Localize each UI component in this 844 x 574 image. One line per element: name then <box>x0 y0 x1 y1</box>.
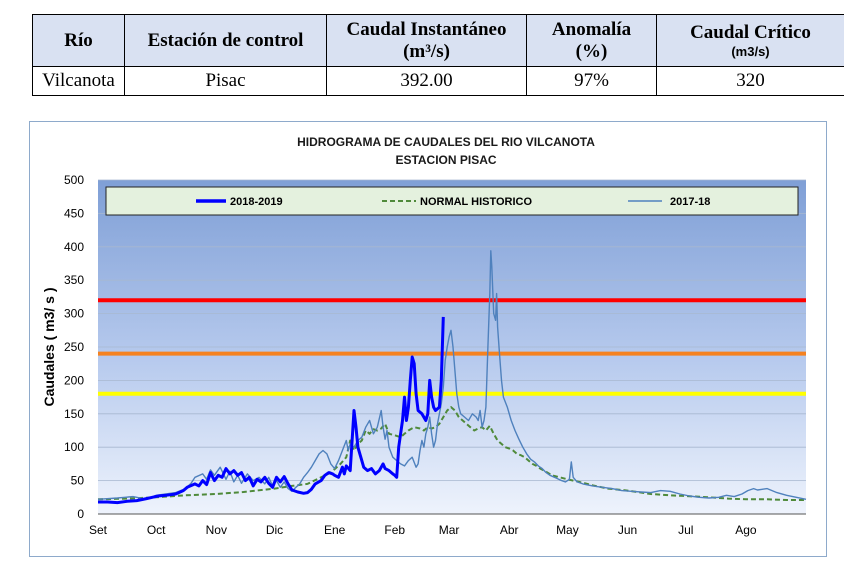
y-tick-labels: 0 50 100 150 200 250 300 350 400 450 500 <box>64 173 84 521</box>
summary-table: Río Estación de control Caudal Instantán… <box>32 14 844 96</box>
x-tick-labels: Set Oct Nov Dic Ene Feb Mar Abr May Jun Jul Ago <box>89 523 757 537</box>
summary-data-row: Vilcanota Pisac 392.00 97% 320 <box>32 66 844 96</box>
y-tick-label: 400 <box>64 240 84 254</box>
x-tick-label: Ene <box>324 523 346 537</box>
series-line-2018-2019 <box>98 316 445 505</box>
y-axis-title: Caudales ( m3/ s ) <box>41 287 57 406</box>
x-tick-label: Nov <box>206 523 227 537</box>
header-estacion-label: Estación de control <box>147 29 304 51</box>
x-tick-label: Jun <box>618 523 637 537</box>
hydrograph-svg: HIDROGRAMA DE CAUDALES DEL RIO VILCANOTA… <box>41 135 807 537</box>
cell-estacion: Pisac <box>124 66 327 96</box>
header-estacion: Estación de control <box>124 14 327 67</box>
y-tick-label: 50 <box>71 474 85 488</box>
x-tick-label: Abr <box>500 523 519 537</box>
y-tick-label: 200 <box>64 373 84 387</box>
x-tick-label: Oct <box>147 523 166 537</box>
cell-rio: Vilcanota <box>32 66 125 96</box>
x-tick-label: Dic <box>266 523 283 537</box>
header-anomalia-line2: (%) <box>575 40 608 62</box>
header-rio: Río <box>32 14 125 67</box>
chart-title: HIDROGRAMA DE CAUDALES DEL RIO VILCANOTA <box>297 135 595 149</box>
y-tick-label: 450 <box>64 206 84 220</box>
x-tick-label: May <box>556 523 579 537</box>
y-tick-label: 300 <box>64 307 84 321</box>
x-tick-label: Jul <box>678 523 693 537</box>
summary-header-row: Río Estación de control Caudal Instantán… <box>32 14 844 67</box>
legend-label-2017-18: 2017-18 <box>670 196 710 208</box>
header-rio-label: Río <box>64 29 93 51</box>
hydrograph-chart: HIDROGRAMA DE CAUDALES DEL RIO VILCANOTA… <box>29 121 827 557</box>
x-tick-label: Mar <box>439 523 460 537</box>
y-tick-label: 500 <box>64 173 84 187</box>
y-tick-label: 100 <box>64 440 84 454</box>
header-caudal-critico: Caudal Crítico (m3/s) <box>656 14 844 67</box>
header-anomalia-line1: Anomalía <box>551 18 632 40</box>
cell-anomalia: 97% <box>526 66 657 96</box>
series-lines <box>97 250 807 505</box>
legend-label-2018-2019: 2018-2019 <box>230 196 283 208</box>
header-caudal-instantaneo: Caudal Instantáneo (m³/s) <box>326 14 527 67</box>
header-caudal-inst-line2: (m³/s) <box>403 40 450 62</box>
y-tick-label: 0 <box>77 507 84 521</box>
y-tick-label: 350 <box>64 273 84 287</box>
header-caudal-inst-line1: Caudal Instantáneo <box>346 18 507 40</box>
y-tick-label: 250 <box>64 340 84 354</box>
chart-legend: 2018-2019 NORMAL HISTORICO 2017-18 <box>105 186 799 216</box>
x-tick-label: Set <box>89 523 108 537</box>
threshold-lines <box>98 298 806 396</box>
x-tick-label: Ago <box>735 523 757 537</box>
header-caudal-crit-line1: Caudal Crítico <box>690 21 811 43</box>
cell-caudal-instantaneo: 392.00 <box>326 66 527 96</box>
header-caudal-crit-line2: (m3/s) <box>731 43 770 59</box>
chart-subtitle: ESTACION PISAC <box>395 153 496 167</box>
y-tick-label: 150 <box>64 407 84 421</box>
cell-caudal-critico: 320 <box>656 66 844 96</box>
x-tick-label: Feb <box>384 523 405 537</box>
legend-label-normal-historico: NORMAL HISTORICO <box>420 196 532 208</box>
header-anomalia: Anomalía (%) <box>526 14 657 67</box>
